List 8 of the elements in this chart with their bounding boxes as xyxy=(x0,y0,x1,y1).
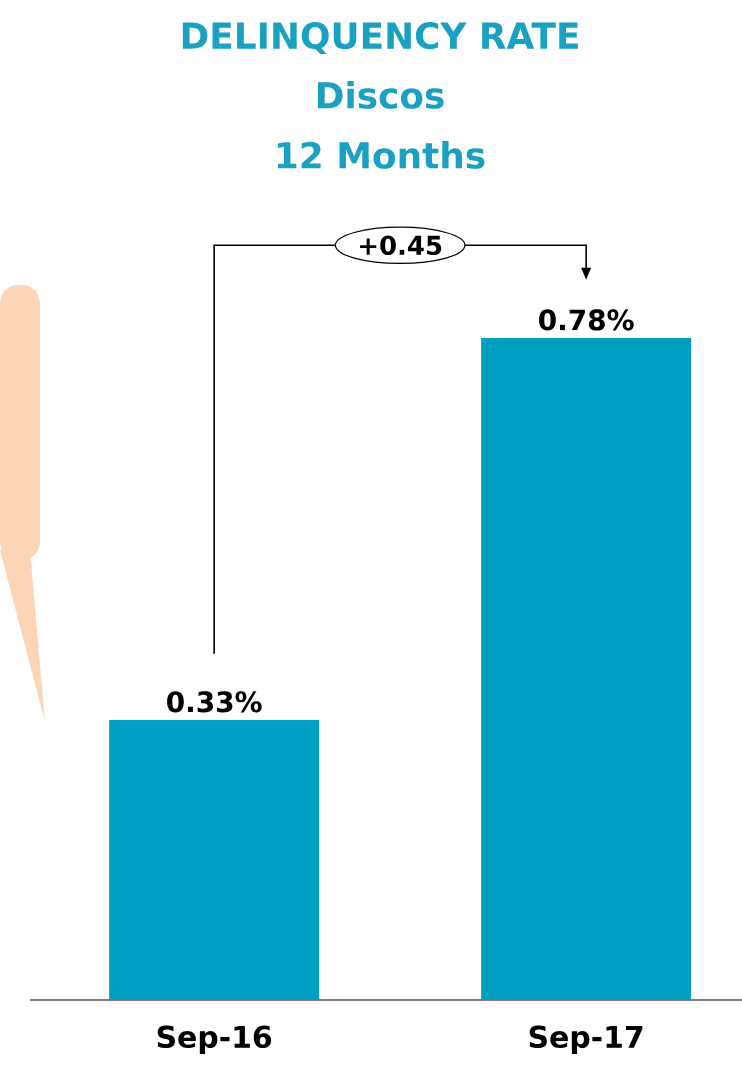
x-tick-label: Sep-17 xyxy=(529,1025,643,1054)
chart-title: DELINQUENCY RATE xyxy=(182,22,578,54)
chart-subtitle: Discos xyxy=(317,81,444,109)
data-label: 0.33% xyxy=(167,691,262,713)
x-tick-label: Sep-16 xyxy=(157,1025,272,1054)
text: +0.45 xyxy=(360,235,442,256)
text: 12 Months xyxy=(277,141,485,169)
data-label: 0.78% xyxy=(539,309,634,331)
